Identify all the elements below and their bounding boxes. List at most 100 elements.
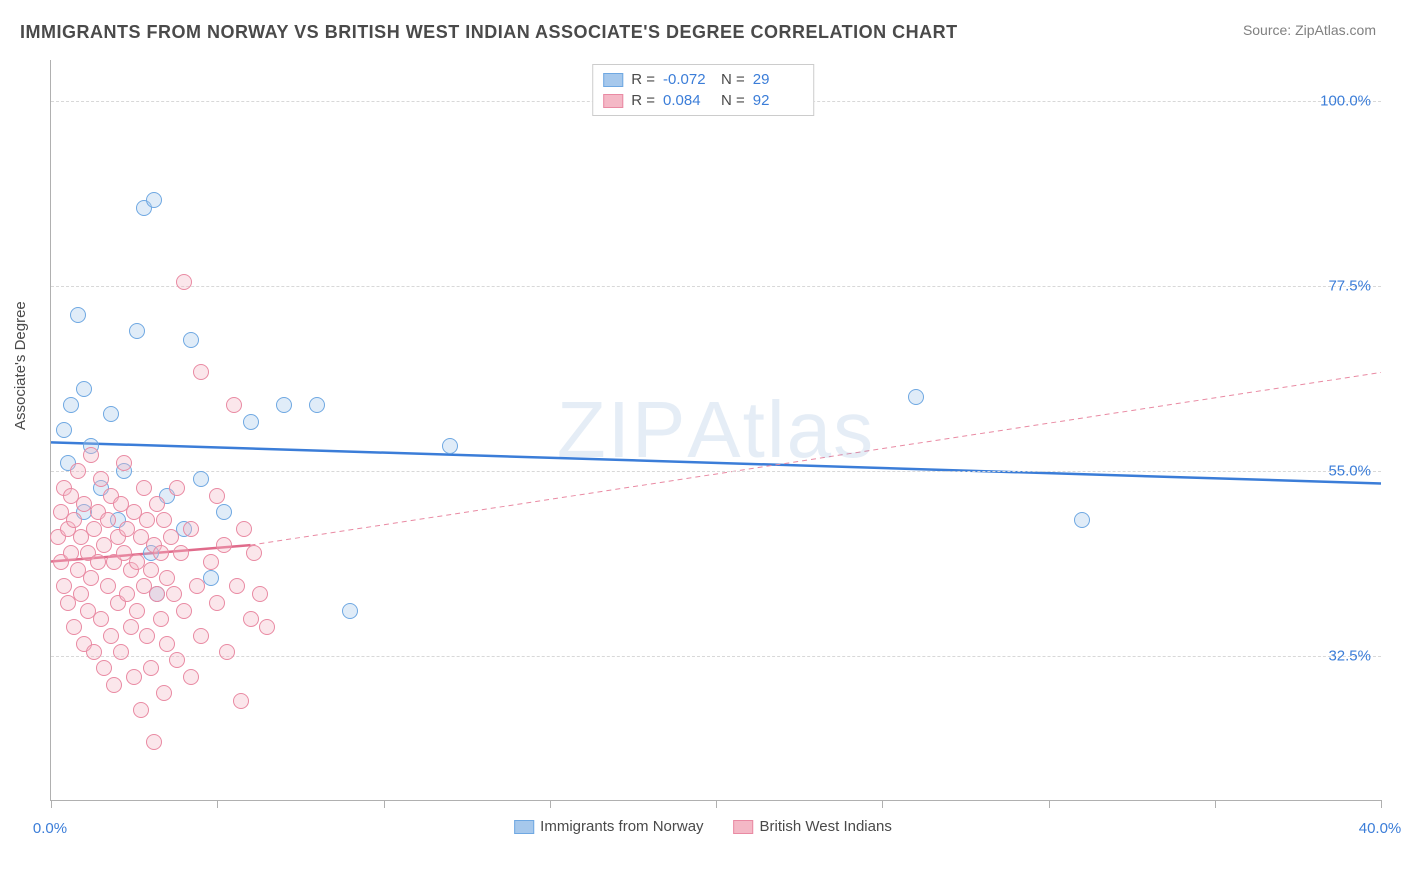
y-tick-label: 77.5% (1328, 278, 1371, 295)
data-point (63, 397, 79, 413)
data-point (203, 554, 219, 570)
n-label: N = (721, 71, 745, 88)
data-point (219, 644, 235, 660)
data-point (183, 332, 199, 348)
data-point (149, 586, 165, 602)
x-tick (1049, 800, 1050, 808)
y-axis-label: Associate's Degree (12, 301, 29, 430)
x-tick (550, 800, 551, 808)
legend-item: Immigrants from Norway (514, 818, 703, 835)
data-point (70, 463, 86, 479)
data-point (83, 570, 99, 586)
legend-swatch (603, 73, 623, 87)
data-point (106, 677, 122, 693)
data-point (93, 471, 109, 487)
data-point (63, 545, 79, 561)
data-point (246, 545, 262, 561)
watermark: ZIPAtlas (557, 384, 875, 476)
data-point (309, 397, 325, 413)
data-point (156, 685, 172, 701)
data-point (66, 619, 82, 635)
data-point (183, 521, 199, 537)
legend-swatch (603, 94, 623, 108)
data-point (442, 438, 458, 454)
data-point (149, 496, 165, 512)
data-point (76, 381, 92, 397)
source-label: Source: ZipAtlas.com (1243, 22, 1376, 38)
data-point (146, 192, 162, 208)
data-point (136, 480, 152, 496)
n-value: 92 (753, 92, 803, 109)
data-point (143, 562, 159, 578)
r-label: R = (631, 92, 655, 109)
data-point (193, 471, 209, 487)
data-point (193, 628, 209, 644)
chart-title: IMMIGRANTS FROM NORWAY VS BRITISH WEST I… (20, 22, 958, 43)
data-point (123, 619, 139, 635)
data-point (209, 488, 225, 504)
data-point (159, 636, 175, 652)
x-tick (217, 800, 218, 808)
chart-plot-area: ZIPAtlas 100.0%77.5%55.0%32.5% (50, 60, 1381, 801)
gridline (51, 656, 1381, 657)
data-point (100, 512, 116, 528)
legend-swatch (734, 820, 754, 834)
x-tick (1381, 800, 1382, 808)
legend-stats-row: R = 0.084 N = 92 (603, 90, 803, 111)
data-point (243, 611, 259, 627)
r-label: R = (631, 71, 655, 88)
data-point (56, 422, 72, 438)
legend-swatch (514, 820, 534, 834)
data-point (236, 521, 252, 537)
data-point (93, 611, 109, 627)
x-tick (1215, 800, 1216, 808)
data-point (143, 660, 159, 676)
data-point (189, 578, 205, 594)
data-point (252, 586, 268, 602)
legend-stats-row: R = -0.072 N = 29 (603, 69, 803, 90)
data-point (908, 389, 924, 405)
data-point (133, 702, 149, 718)
r-value: -0.072 (663, 71, 713, 88)
data-point (159, 570, 175, 586)
data-point (83, 447, 99, 463)
data-point (156, 512, 172, 528)
data-point (153, 611, 169, 627)
n-value: 29 (753, 71, 803, 88)
legend-label: Immigrants from Norway (540, 818, 703, 835)
data-point (276, 397, 292, 413)
data-point (146, 734, 162, 750)
legend-item: British West Indians (734, 818, 892, 835)
data-point (126, 669, 142, 685)
legend-label: British West Indians (760, 818, 892, 835)
data-point (86, 644, 102, 660)
data-point (166, 586, 182, 602)
data-point (176, 603, 192, 619)
data-point (113, 644, 129, 660)
data-point (96, 660, 112, 676)
data-point (116, 455, 132, 471)
data-point (153, 545, 169, 561)
x-tick-label: 40.0% (1359, 820, 1402, 837)
x-tick (384, 800, 385, 808)
r-value: 0.084 (663, 92, 713, 109)
x-tick-label: 0.0% (33, 820, 67, 837)
data-point (183, 669, 199, 685)
data-point (139, 512, 155, 528)
data-point (119, 586, 135, 602)
data-point (66, 512, 82, 528)
data-point (173, 545, 189, 561)
data-point (216, 504, 232, 520)
data-point (163, 529, 179, 545)
x-tick (51, 800, 52, 808)
n-label: N = (721, 92, 745, 109)
data-point (73, 586, 89, 602)
x-tick (882, 800, 883, 808)
data-point (70, 307, 86, 323)
data-point (243, 414, 259, 430)
data-point (129, 603, 145, 619)
data-point (100, 578, 116, 594)
data-point (1074, 512, 1090, 528)
data-point (56, 578, 72, 594)
data-point (342, 603, 358, 619)
